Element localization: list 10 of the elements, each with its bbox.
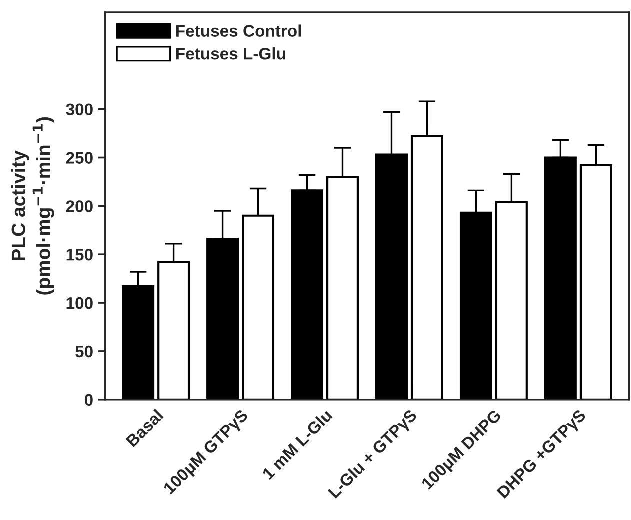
y-tick-label: 250 [66, 152, 93, 164]
y-axis-title: PLC activity (pmol·mg$^{−1}$·min$^{−1}$) [11, 118, 54, 295]
y-tick-label: 0 [84, 394, 93, 406]
y-tick-label: 100 [66, 297, 93, 310]
y-tick-label: 50 [76, 346, 93, 358]
legend-label: Fetuses L-Glu [176, 48, 286, 60]
y-tick-label: 300 [66, 104, 93, 116]
legend-label: Fetuses Control [176, 24, 302, 37]
y-tick-label: 200 [66, 200, 93, 212]
y-tick-label: 150 [66, 249, 93, 261]
